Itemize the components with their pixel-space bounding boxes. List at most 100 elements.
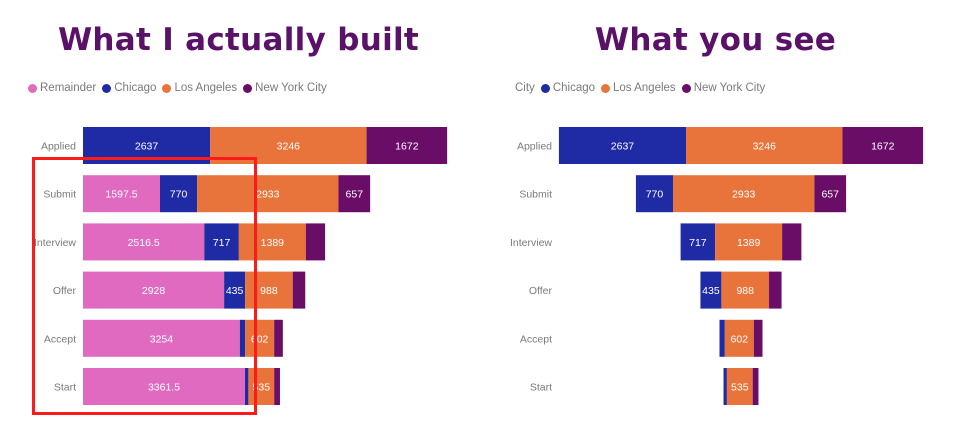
data-label: 988 (736, 285, 754, 297)
legend-label: Los Angeles (613, 82, 676, 94)
data-label: 770 (646, 189, 664, 201)
bar-new-york-city (274, 319, 283, 357)
bar-los-angeles (197, 175, 339, 213)
category-label: Offer (53, 285, 77, 297)
data-label: 2928 (142, 285, 166, 297)
legend-swatch-los-angeles (601, 83, 611, 93)
bar-new-york-city (769, 271, 782, 309)
legend-label: Los Angeles (174, 82, 238, 94)
bar-chicago (204, 223, 239, 261)
right-legend-title: City (515, 82, 535, 94)
legend-swatch-remainder (28, 83, 37, 93)
legend-item-new-york-city: New York City (681, 82, 766, 94)
category-label: Applied (41, 141, 76, 153)
left-legend: Remainder Chicago Los Angeles New York City (28, 82, 333, 94)
bar-new-york-city (366, 127, 448, 164)
data-label: 988 (260, 285, 278, 297)
bar-remainder (83, 175, 160, 213)
data-label: 1389 (261, 237, 285, 249)
right-panel: What you see City Chicago Los Angeles New … (477, 0, 954, 445)
category-label: Accept (520, 333, 552, 345)
bar-chicago (719, 319, 725, 357)
right-legend: City Chicago Los Angeles New York City (515, 82, 771, 94)
legend-swatch-new-york-city (681, 83, 691, 93)
bar-remainder (83, 223, 205, 261)
data-label: 3361.5 (148, 382, 180, 394)
bar-new-york-city (752, 368, 759, 405)
legend-label: Chicago (552, 82, 596, 94)
bar-new-york-city (338, 175, 371, 213)
legend-item-los-angeles: Los Angeles (601, 82, 676, 94)
data-label: 1597.5 (105, 189, 137, 201)
data-label: 2933 (256, 189, 280, 201)
bar-new-york-city (305, 223, 326, 261)
bar-los-angeles (248, 368, 275, 405)
legend-label: New York City (255, 82, 327, 94)
bar-los-angeles (715, 223, 783, 261)
legend-item-los-angeles: Los Angeles (162, 82, 237, 94)
legend-label: New York City (693, 82, 766, 94)
bar-new-york-city (842, 127, 924, 164)
data-label: 435 (702, 285, 720, 297)
bar-chicago (700, 271, 722, 309)
data-label: 602 (731, 333, 749, 345)
category-label: Submit (43, 189, 76, 201)
category-label: Start (530, 382, 552, 394)
data-label: 717 (689, 237, 707, 249)
data-label: 535 (731, 382, 749, 394)
bar-los-angeles (673, 175, 815, 213)
legend-label: Chicago (114, 82, 157, 94)
bar-remainder (83, 368, 246, 405)
data-label: 435 (226, 285, 244, 297)
data-label: 657 (346, 189, 364, 201)
data-label: 657 (821, 189, 839, 201)
legend-item-chicago: Chicago (102, 82, 156, 94)
legend-item-chicago: Chicago (540, 82, 596, 94)
bar-remainder (83, 271, 225, 309)
bar-los-angeles (686, 127, 843, 164)
category-label: Start (54, 382, 76, 394)
data-label: 770 (170, 189, 188, 201)
bar-los-angeles (724, 319, 754, 357)
bar-los-angeles (726, 368, 753, 405)
bar-chicago (224, 271, 246, 309)
bar-chicago (723, 368, 727, 405)
bar-new-york-city (274, 368, 280, 405)
bar-chicago (245, 368, 249, 405)
data-label: 1389 (737, 237, 761, 249)
data-label: 3254 (150, 333, 174, 345)
bar-new-york-city (292, 271, 306, 309)
category-label: Submit (519, 189, 552, 201)
category-label: Interview (510, 237, 552, 249)
data-label: 1672 (871, 141, 895, 153)
bar-remainder (83, 319, 240, 357)
bar-los-angeles (721, 271, 770, 309)
legend-swatch-los-angeles (162, 83, 172, 93)
data-label: 3246 (277, 141, 301, 153)
legend-swatch-chicago (540, 83, 550, 93)
bar-new-york-city (814, 175, 847, 213)
bar-chicago (159, 175, 198, 213)
left-panel: What I actually built Remainder Chicago Lo… (28, 22, 419, 94)
bar-chicago (558, 127, 687, 164)
data-label: 2637 (135, 141, 159, 153)
legend-swatch-chicago (102, 83, 112, 93)
bar-chicago (239, 319, 246, 357)
category-label: Accept (44, 333, 76, 345)
highlight-box (32, 157, 257, 415)
data-label: 1672 (395, 141, 419, 153)
bar-chicago (680, 223, 716, 261)
category-label: Interview (34, 237, 76, 249)
category-label: Offer (529, 285, 553, 297)
bar-new-york-city (753, 319, 763, 357)
legend-item-new-york-city: New York City (243, 82, 327, 94)
bar-los-angeles (238, 223, 306, 261)
right-chart-title: What you see (594, 22, 837, 58)
bar-chicago (635, 175, 674, 213)
data-label: 2637 (611, 141, 635, 153)
category-label: Applied (517, 141, 552, 153)
bar-los-angeles (245, 319, 275, 357)
bar-new-york-city (782, 223, 802, 261)
data-label: 2933 (732, 189, 756, 201)
